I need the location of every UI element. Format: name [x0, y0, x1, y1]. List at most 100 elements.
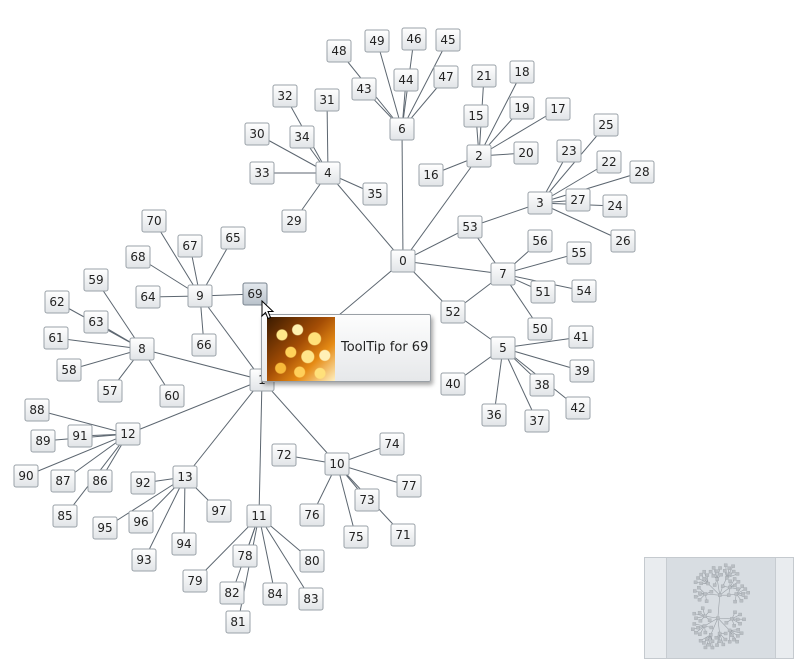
- node-box[interactable]: [187, 284, 213, 308]
- node-box[interactable]: [435, 28, 461, 52]
- node-box[interactable]: [629, 160, 655, 184]
- node-box[interactable]: [115, 422, 141, 446]
- node-9[interactable]: 9: [187, 284, 213, 308]
- node-box[interactable]: [177, 234, 203, 258]
- node-box[interactable]: [67, 424, 93, 448]
- node-box[interactable]: [530, 280, 556, 304]
- node-76[interactable]: 76: [299, 503, 325, 527]
- node-19[interactable]: 19: [509, 96, 535, 120]
- node-box[interactable]: [281, 209, 307, 233]
- node-box[interactable]: [182, 569, 208, 593]
- node-box[interactable]: [191, 333, 217, 357]
- node-box[interactable]: [513, 141, 539, 165]
- node-71[interactable]: 71: [390, 523, 416, 547]
- node-82[interactable]: 82: [219, 581, 245, 605]
- node-box[interactable]: [271, 443, 297, 467]
- node-42[interactable]: 42: [565, 396, 591, 420]
- node-30[interactable]: 30: [244, 122, 270, 146]
- node-23[interactable]: 23: [556, 139, 582, 163]
- node-box[interactable]: [602, 194, 628, 218]
- node-box[interactable]: [556, 139, 582, 163]
- node-box[interactable]: [364, 29, 390, 53]
- node-5[interactable]: 5: [490, 336, 516, 360]
- node-61[interactable]: 61: [43, 326, 69, 350]
- node-37[interactable]: 37: [524, 409, 550, 433]
- node-12[interactable]: 12: [115, 422, 141, 446]
- node-91[interactable]: 91: [67, 424, 93, 448]
- node-box[interactable]: [379, 432, 405, 456]
- node-48[interactable]: 48: [326, 39, 352, 63]
- node-box[interactable]: [83, 310, 109, 334]
- node-box[interactable]: [571, 279, 597, 303]
- node-box[interactable]: [466, 144, 492, 168]
- node-80[interactable]: 80: [299, 549, 325, 573]
- node-31[interactable]: 31: [314, 88, 340, 112]
- node-box[interactable]: [440, 300, 466, 324]
- node-26[interactable]: 26: [610, 229, 636, 253]
- node-29[interactable]: 29: [281, 209, 307, 233]
- node-64[interactable]: 64: [135, 285, 161, 309]
- node-81[interactable]: 81: [225, 610, 251, 634]
- node-box[interactable]: [527, 317, 553, 341]
- node-68[interactable]: 68: [125, 245, 151, 269]
- node-22[interactable]: 22: [596, 150, 622, 174]
- node-73[interactable]: 73: [354, 488, 380, 512]
- node-box[interactable]: [249, 161, 275, 185]
- node-box[interactable]: [272, 84, 298, 108]
- node-36[interactable]: 36: [481, 403, 507, 427]
- node-62[interactable]: 62: [44, 290, 70, 314]
- node-2[interactable]: 2: [466, 144, 492, 168]
- node-box[interactable]: [490, 262, 516, 286]
- node-16[interactable]: 16: [418, 163, 444, 187]
- node-box[interactable]: [44, 290, 70, 314]
- node-box[interactable]: [565, 396, 591, 420]
- node-44[interactable]: 44: [393, 68, 419, 92]
- node-84[interactable]: 84: [262, 582, 288, 606]
- node-box[interactable]: [289, 125, 315, 149]
- node-4[interactable]: 4: [315, 161, 341, 185]
- node-box[interactable]: [568, 325, 594, 349]
- node-box[interactable]: [390, 249, 416, 273]
- node-49[interactable]: 49: [364, 29, 390, 53]
- node-box[interactable]: [529, 373, 555, 397]
- node-box[interactable]: [354, 488, 380, 512]
- node-box[interactable]: [509, 96, 535, 120]
- node-box[interactable]: [298, 587, 324, 611]
- node-27[interactable]: 27: [565, 188, 591, 212]
- node-78[interactable]: 78: [232, 544, 258, 568]
- node-18[interactable]: 18: [509, 60, 535, 84]
- node-10[interactable]: 10: [324, 452, 350, 476]
- node-93[interactable]: 93: [131, 548, 157, 572]
- node-box[interactable]: [527, 229, 553, 253]
- node-79[interactable]: 79: [182, 569, 208, 593]
- node-box[interactable]: [30, 429, 56, 453]
- node-box[interactable]: [242, 282, 268, 306]
- node-51[interactable]: 51: [530, 280, 556, 304]
- node-38[interactable]: 38: [529, 373, 555, 397]
- node-box[interactable]: [13, 464, 39, 488]
- node-box[interactable]: [97, 379, 123, 403]
- node-20[interactable]: 20: [513, 141, 539, 165]
- node-box[interactable]: [92, 516, 118, 540]
- node-6[interactable]: 6: [389, 117, 415, 141]
- node-33[interactable]: 33: [249, 161, 275, 185]
- node-25[interactable]: 25: [593, 113, 619, 137]
- node-box[interactable]: [244, 122, 270, 146]
- node-box[interactable]: [219, 581, 245, 605]
- node-39[interactable]: 39: [569, 359, 595, 383]
- node-box[interactable]: [131, 548, 157, 572]
- node-box[interactable]: [433, 65, 459, 89]
- node-92[interactable]: 92: [130, 471, 156, 495]
- node-box[interactable]: [125, 245, 151, 269]
- node-box[interactable]: [135, 285, 161, 309]
- node-box[interactable]: [129, 337, 155, 361]
- node-72[interactable]: 72: [271, 443, 297, 467]
- node-69[interactable]: 69: [242, 282, 268, 306]
- node-box[interactable]: [566, 241, 592, 265]
- node-box[interactable]: [206, 499, 232, 523]
- node-56[interactable]: 56: [527, 229, 553, 253]
- node-60[interactable]: 60: [159, 384, 185, 408]
- node-box[interactable]: [232, 544, 258, 568]
- node-41[interactable]: 41: [568, 325, 594, 349]
- node-88[interactable]: 88: [24, 398, 50, 422]
